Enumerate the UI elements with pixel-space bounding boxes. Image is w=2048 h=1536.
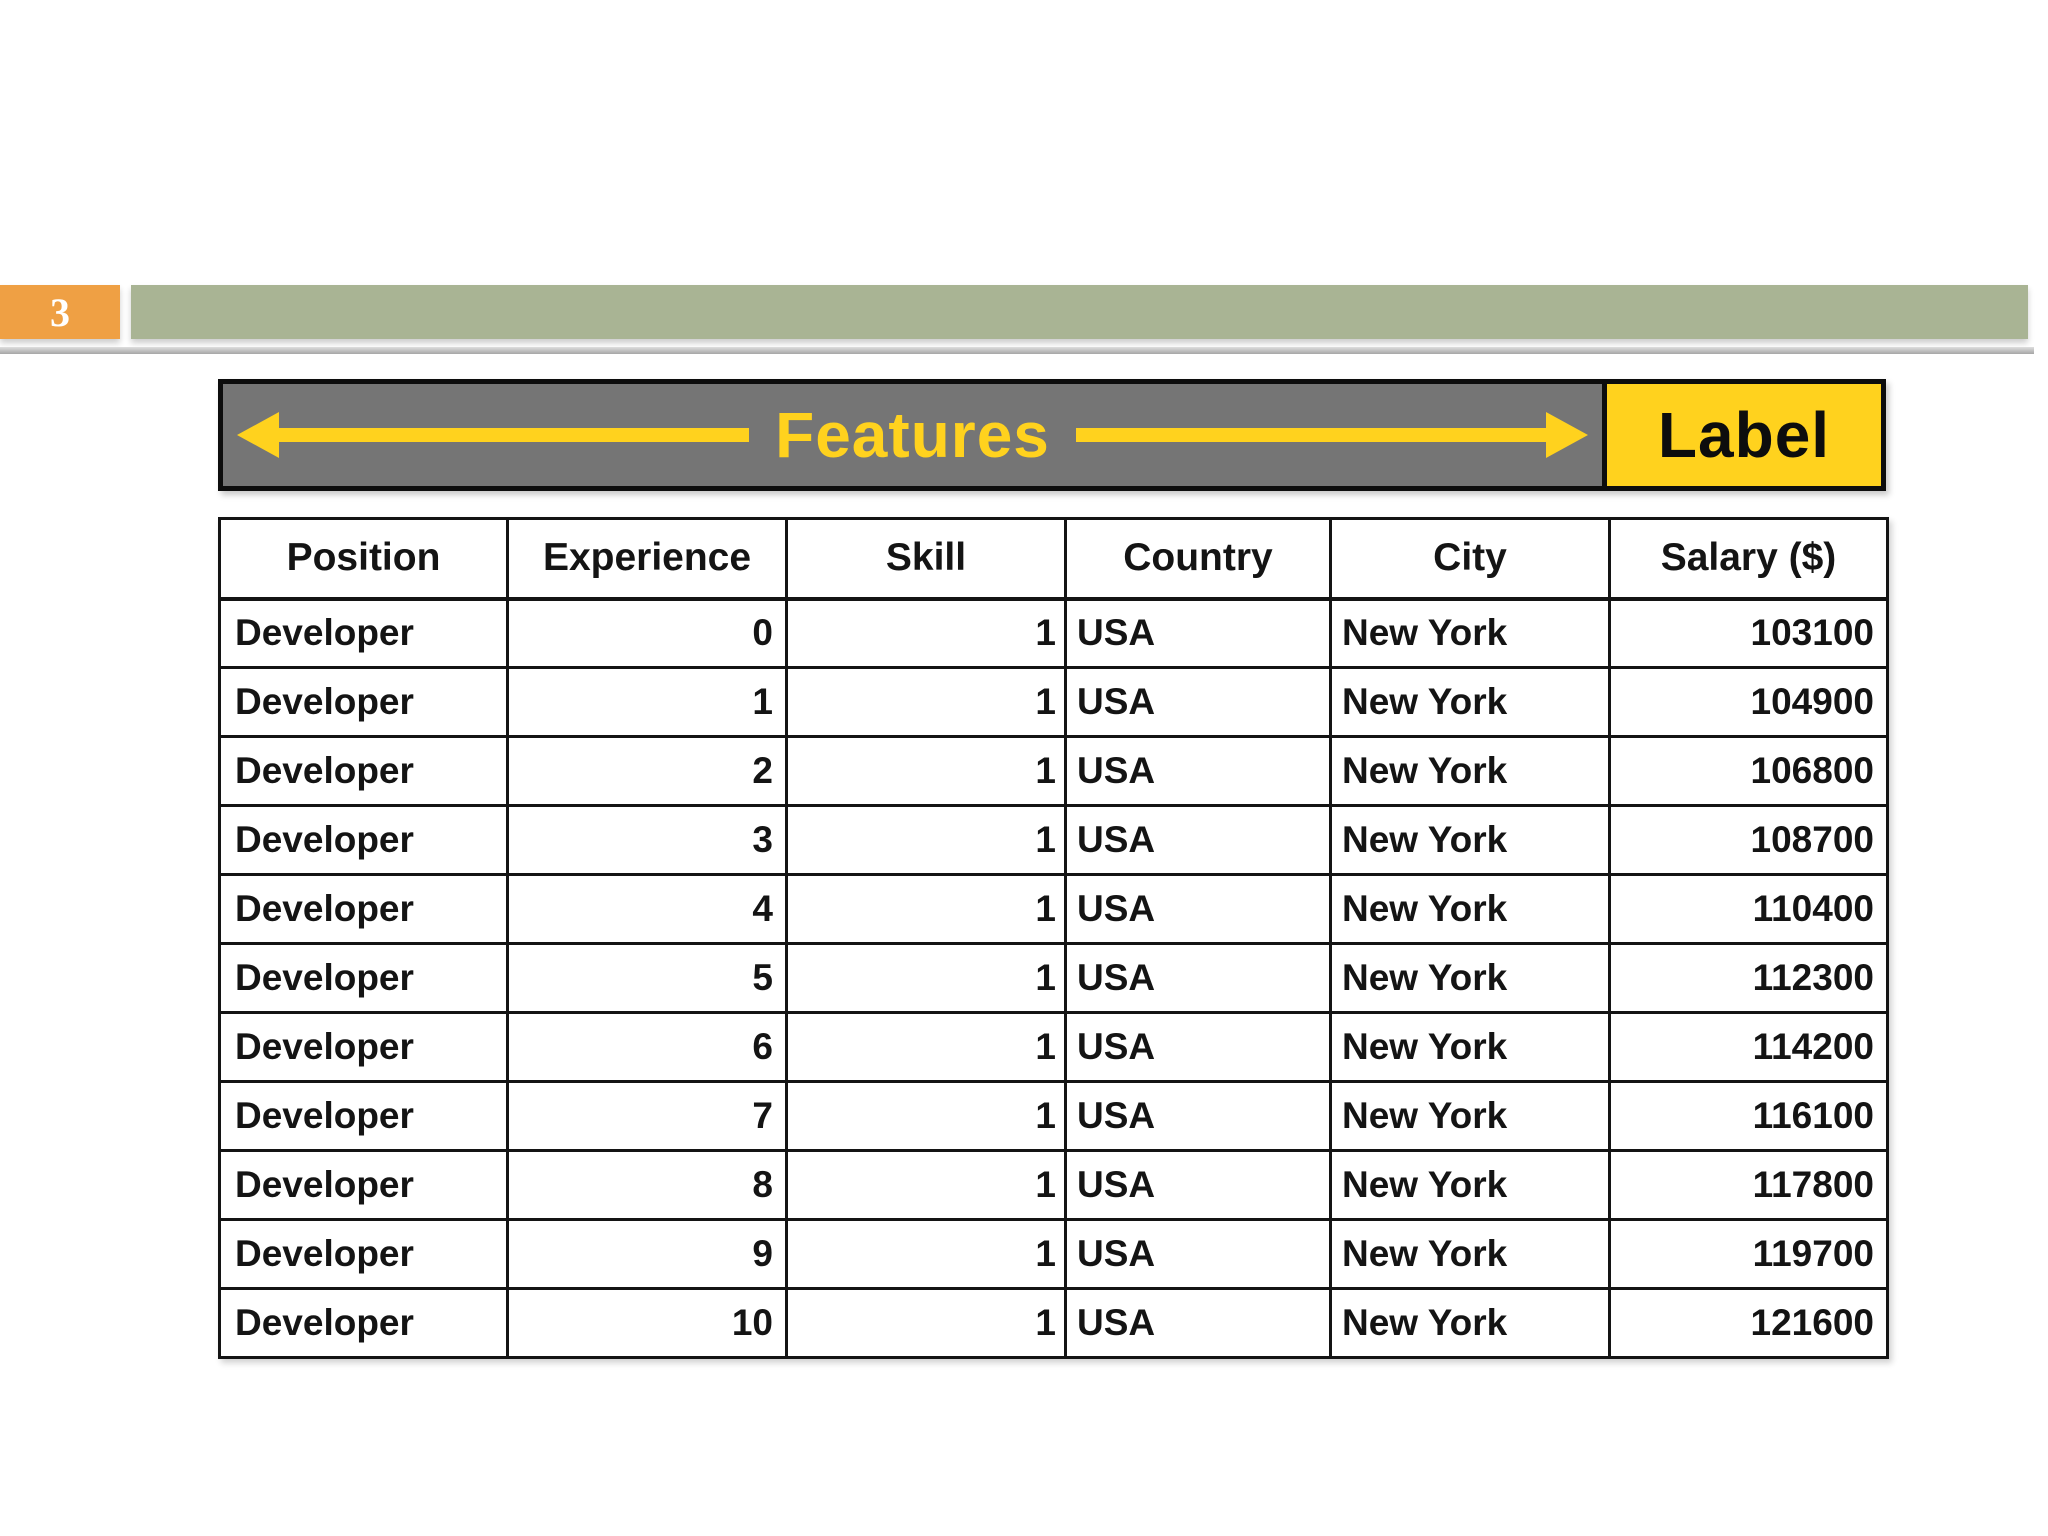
table-cell: USA: [1064, 873, 1332, 945]
table-cell: 1: [785, 1011, 1067, 1083]
table-cell: 1: [785, 597, 1067, 669]
table-cell: 1: [785, 873, 1067, 945]
table-cell: New York: [1329, 942, 1611, 1014]
table-body: Developer 0 1 USA New York 103100 Developer 1 1 U…: [218, 597, 1889, 1359]
table-cell: 2: [506, 735, 788, 807]
table-cell: Developer: [218, 873, 509, 945]
table-cell: New York: [1329, 1149, 1611, 1221]
table-cell: USA: [1064, 804, 1332, 876]
table-row: Developer 7 1 USA New York 116100: [218, 1080, 1889, 1152]
table-cell: New York: [1329, 804, 1611, 876]
table-cell: 1: [785, 942, 1067, 1014]
table-cell: New York: [1329, 1287, 1611, 1359]
table-cell: 114200: [1608, 1011, 1889, 1083]
features-section: Features: [223, 384, 1602, 486]
table-row: Developer 9 1 USA New York 119700: [218, 1218, 1889, 1290]
table-row: Developer 8 1 USA New York 117800: [218, 1149, 1889, 1221]
table-cell: USA: [1064, 666, 1332, 738]
table-row: Developer 2 1 USA New York 106800: [218, 735, 1889, 807]
table-header-row: Position Experience Skill Country City Salary…: [218, 517, 1889, 601]
features-title: Features: [775, 399, 1050, 471]
table-cell: New York: [1329, 873, 1611, 945]
data-table: Position Experience Skill Country City Salary…: [218, 517, 1889, 1359]
table-cell: 1: [506, 666, 788, 738]
table-cell: USA: [1064, 735, 1332, 807]
table-cell: USA: [1064, 597, 1332, 669]
divider-line: [0, 347, 2034, 354]
table-cell: Developer: [218, 804, 509, 876]
table-cell: 1: [785, 804, 1067, 876]
column-header: Skill: [785, 517, 1067, 601]
table-row: Developer 3 1 USA New York 108700: [218, 804, 1889, 876]
table-cell: New York: [1329, 735, 1611, 807]
table-cell: 6: [506, 1011, 788, 1083]
right-arrow-icon: [1075, 412, 1588, 458]
table-cell: USA: [1064, 1218, 1332, 1290]
table-cell: 117800: [1608, 1149, 1889, 1221]
table-cell: 112300: [1608, 942, 1889, 1014]
table-cell: New York: [1329, 1218, 1611, 1290]
table-cell: Developer: [218, 1080, 509, 1152]
table-cell: USA: [1064, 1149, 1332, 1221]
table-row: Developer 6 1 USA New York 114200: [218, 1011, 1889, 1083]
table-cell: USA: [1064, 1080, 1332, 1152]
table-cell: 8: [506, 1149, 788, 1221]
slide-header-bar: [131, 285, 2028, 339]
table-row: Developer 1 1 USA New York 104900: [218, 666, 1889, 738]
label-title: Label: [1657, 399, 1831, 471]
table-cell: Developer: [218, 597, 509, 669]
table-cell: 1: [785, 666, 1067, 738]
table-cell: 110400: [1608, 873, 1889, 945]
table-cell: 1: [785, 1149, 1067, 1221]
table-cell: 108700: [1608, 804, 1889, 876]
table-cell: 9: [506, 1218, 788, 1290]
table-cell: New York: [1329, 1080, 1611, 1152]
table-cell: 116100: [1608, 1080, 1889, 1152]
table-cell: 7: [506, 1080, 788, 1152]
table-cell: 1: [785, 1080, 1067, 1152]
table-cell: New York: [1329, 1011, 1611, 1083]
table-cell: Developer: [218, 735, 509, 807]
column-header: Experience: [506, 517, 788, 601]
table-cell: Developer: [218, 1149, 509, 1221]
table-cell: USA: [1064, 1287, 1332, 1359]
table-cell: 1: [785, 1218, 1067, 1290]
table-cell: 106800: [1608, 735, 1889, 807]
table-cell: Developer: [218, 1218, 509, 1290]
features-label-banner: Features Label: [218, 379, 1886, 491]
table-cell: 1: [785, 735, 1067, 807]
table-cell: USA: [1064, 1011, 1332, 1083]
table-cell: Developer: [218, 1287, 509, 1359]
table-cell: Developer: [218, 942, 509, 1014]
table-cell: 4: [506, 873, 788, 945]
label-box: Label: [1602, 384, 1881, 486]
table-cell: 1: [785, 1287, 1067, 1359]
slide-number: 3: [50, 289, 70, 335]
column-header: Position: [218, 517, 509, 601]
table-cell: New York: [1329, 666, 1611, 738]
table-cell: 119700: [1608, 1218, 1889, 1290]
left-arrow-icon: [237, 412, 750, 458]
column-header: City: [1329, 517, 1611, 601]
slide-number-badge: 3: [0, 285, 120, 339]
table-cell: Developer: [218, 1011, 509, 1083]
table-cell: 5: [506, 942, 788, 1014]
column-header: Salary ($): [1608, 517, 1889, 601]
table-cell: Developer: [218, 666, 509, 738]
table-row: Developer 5 1 USA New York 112300: [218, 942, 1889, 1014]
table-cell: 0: [506, 597, 788, 669]
table-row: Developer 4 1 USA New York 110400: [218, 873, 1889, 945]
table-row: Developer 0 1 USA New York 103100: [218, 597, 1889, 669]
table-cell: 104900: [1608, 666, 1889, 738]
column-header: Country: [1064, 517, 1332, 601]
table-row: Developer 10 1 USA New York 121600: [218, 1287, 1889, 1359]
table-cell: 3: [506, 804, 788, 876]
table-cell: New York: [1329, 597, 1611, 669]
table-cell: USA: [1064, 942, 1332, 1014]
table-cell: 103100: [1608, 597, 1889, 669]
table-cell: 10: [506, 1287, 788, 1359]
table-cell: 121600: [1608, 1287, 1889, 1359]
